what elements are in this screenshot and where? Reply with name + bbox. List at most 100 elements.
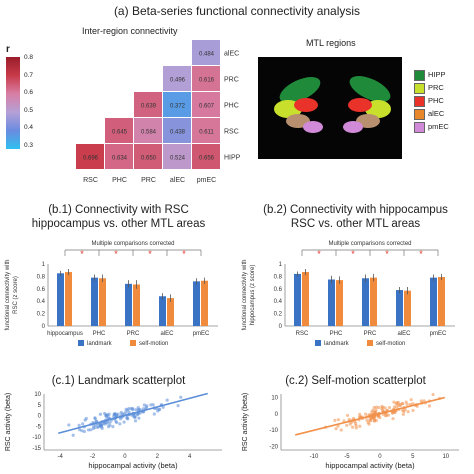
scatter-point: [339, 428, 343, 432]
y-axis-label: RSC activity (beta): [242, 393, 249, 451]
y-tick-label: 0.8: [37, 274, 46, 280]
y-tick-label: 0.6: [274, 287, 283, 293]
scatter-point: [98, 412, 103, 416]
legend-swatch: [414, 69, 425, 81]
x-tick-label: 5: [411, 454, 415, 460]
scatter-point: [391, 417, 395, 421]
scatter-point: [369, 419, 373, 423]
scatter-point: [102, 421, 106, 425]
y-tick-label: 10: [271, 395, 278, 401]
heatmap-value: 0.650: [141, 156, 157, 162]
b2-title-line2: RSC vs. other MTL areas: [290, 218, 421, 230]
heatmap-value: 0.645: [112, 130, 128, 136]
legend-label: HIPP: [428, 70, 446, 79]
x-tick-label: PRC: [127, 331, 140, 337]
significance-star: *: [114, 249, 118, 259]
scatter-point: [127, 410, 131, 414]
y-tick-label: 5: [38, 403, 42, 409]
bar: [302, 272, 309, 326]
scatter-c2: 10 0 -10 -20 -10 -5 0 5 10 hippocampal activity (…: [242, 393, 459, 470]
x-tick-label: 0: [378, 454, 382, 460]
scatter-point: [105, 413, 109, 417]
bar: [133, 284, 140, 326]
mtl-legend-item: pmEC: [414, 120, 449, 133]
heatmap-cell: [76, 144, 104, 169]
legend-label: pmEC: [428, 122, 449, 131]
heatmap-cell: [192, 144, 220, 169]
heatmap-row-label: alEC: [224, 51, 239, 58]
colorbar-tick: 0.6: [24, 89, 34, 97]
significance-star: *: [148, 249, 152, 259]
scatter-point: [176, 403, 180, 408]
mtl-legend-item: HIPP: [414, 68, 449, 81]
scatter-point: [136, 408, 140, 412]
scatter-point: [137, 416, 141, 420]
scatter-point: [364, 412, 368, 416]
bar: [430, 277, 437, 326]
x-tick-label: hippocampus: [47, 331, 83, 337]
scatter-point: [142, 403, 146, 407]
heatmap-value: 0.496: [170, 78, 186, 84]
scatter-point: [84, 416, 88, 421]
bar: [91, 277, 98, 326]
scatter-point: [336, 424, 340, 428]
legend-swatch-landmark: [78, 340, 84, 346]
y-tick-label: 0.4: [37, 299, 46, 305]
scatter-point: [351, 416, 356, 421]
heatmap-value: 0.438: [170, 130, 186, 136]
scatter-point: [386, 413, 390, 417]
scatter-point: [387, 405, 392, 410]
scatter-point: [367, 422, 371, 426]
x-tick-label: alEC: [160, 331, 174, 337]
y-tick-label: 10: [34, 392, 41, 398]
y-axis-label: functional connectivity with RSC (z score…: [5, 259, 19, 330]
scatter-point: [401, 412, 405, 416]
y-tick-label: 0.2: [274, 312, 283, 318]
colorbar-ticks: 0.8 0.7 0.6 0.5 0.4 0.3: [24, 54, 44, 149]
heatmap-row-label: RSC: [224, 129, 239, 136]
b2-title-line1: (b.2) Connectivity with hippocampus: [263, 204, 448, 216]
heatmap-col-label: PHC: [112, 177, 127, 184]
brain-render: [258, 57, 402, 159]
significance-star: *: [317, 249, 321, 259]
scatter-point: [354, 426, 358, 430]
legend-self-motion: self-motion: [139, 341, 168, 347]
legend-swatch: [414, 95, 425, 107]
scatter-point: [377, 405, 381, 410]
scatter-point: [82, 429, 86, 434]
significance-star: *: [385, 249, 389, 259]
scatter-point: [427, 404, 432, 408]
mtl-legend-item: PRC: [414, 81, 449, 94]
scatter-point: [392, 405, 397, 409]
scatter-point: [165, 398, 169, 402]
scatter-point: [81, 422, 85, 426]
scatter-point: [403, 407, 407, 412]
y-tick-label: 0: [279, 324, 283, 330]
scatter-point: [86, 428, 91, 432]
scatter-point: [411, 408, 415, 413]
bar: [193, 281, 200, 326]
c1-title: (c.1) Landmark scatterplot: [51, 375, 186, 387]
x-tick-label: 0: [123, 454, 127, 460]
heatmap-cell: [192, 66, 220, 91]
y-tick-label: 1: [279, 262, 283, 268]
b1-title-line1: (b.1) Connectivity with RSC: [48, 204, 189, 216]
heatmap-value: 0.584: [141, 130, 157, 136]
mtl-legend-item: alEC: [414, 107, 449, 120]
scatter-point: [126, 417, 130, 421]
scatter-point: [334, 427, 338, 431]
scatter-point: [422, 399, 426, 403]
legend-label: PHC: [428, 96, 444, 105]
y-tick-label: -15: [32, 446, 41, 452]
scatter-point: [393, 410, 397, 414]
scatter-point: [374, 408, 378, 412]
scatter-point: [395, 401, 399, 405]
bar: [167, 298, 174, 326]
scatter-point: [80, 429, 84, 433]
scatter-point: [111, 425, 115, 429]
y-tick-label: 0.4: [274, 299, 283, 305]
legend-label: PRC: [428, 83, 444, 92]
significance-star: *: [80, 249, 84, 259]
phc-left-shape: [294, 98, 318, 112]
x-tick-label: pmEC: [193, 331, 210, 337]
